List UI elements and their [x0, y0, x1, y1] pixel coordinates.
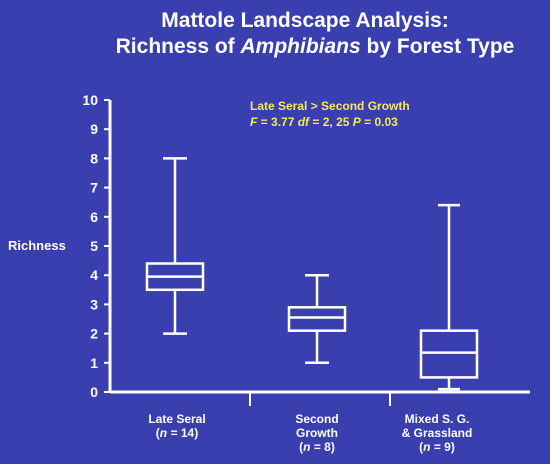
category-label-late-seral: Late Seral (n = 14) — [117, 412, 237, 440]
category-name-line2: Growth — [296, 426, 338, 440]
category-name: Late Seral — [148, 412, 206, 426]
category-name: Mixed S. G. — [404, 412, 470, 426]
category-n: (n = 14) — [155, 426, 199, 440]
category-n-value: 14 — [180, 426, 195, 440]
chart-title-line1: Mattole Landscape Analysis: — [161, 9, 449, 32]
y-tick-label: 4 — [90, 267, 98, 283]
f-value: = 3.77 — [257, 115, 298, 129]
category-label-mixed: Mixed S. G. & Grassland (n = 9) — [377, 412, 497, 454]
category-label-second-growth: Second Growth (n = 8) — [257, 412, 377, 454]
y-tick-label: 9 — [90, 121, 98, 137]
y-tick-label: 10 — [82, 92, 98, 108]
stats-annotation-line1: Late Seral > Second Growth — [250, 99, 410, 113]
y-tick-label: 6 — [90, 209, 98, 225]
category-n: (n = 9) — [419, 440, 455, 454]
box-iqr — [287, 306, 347, 332]
y-tick-label: 0 — [90, 384, 98, 400]
category-n: (n = 8) — [299, 440, 335, 454]
category-n-value: 9 — [444, 440, 451, 454]
title-text-end: by Forest Type — [360, 35, 515, 58]
y-axis-label: Richness — [8, 238, 66, 253]
y-tick-label: 7 — [90, 180, 98, 196]
y-tick-label: 1 — [90, 355, 98, 371]
chart-title-line2: Richness of Amphibians by Forest Type — [40, 34, 550, 60]
y-tick-label: 2 — [90, 326, 98, 342]
category-n-value: 8 — [324, 440, 331, 454]
y-tick-label: 3 — [90, 296, 98, 312]
y-tick-label: 5 — [90, 238, 98, 254]
stats-annotation-line2: F = 3.77 df = 2, 25 P = 0.03 — [250, 115, 398, 130]
category-name-line2: & Grassland — [401, 426, 473, 440]
p-value: = 0.03 — [360, 115, 398, 129]
p-label: P — [352, 115, 361, 129]
box-iqr — [419, 329, 479, 379]
y-tick-label: 8 — [90, 150, 98, 166]
df-value: = 2, 25 — [309, 115, 353, 129]
f-label: F — [250, 115, 258, 129]
df-label: df — [297, 115, 310, 129]
category-name: Second — [295, 412, 339, 426]
title-text: Richness of — [115, 35, 241, 58]
title-italic-text: Amphibians — [240, 35, 361, 58]
